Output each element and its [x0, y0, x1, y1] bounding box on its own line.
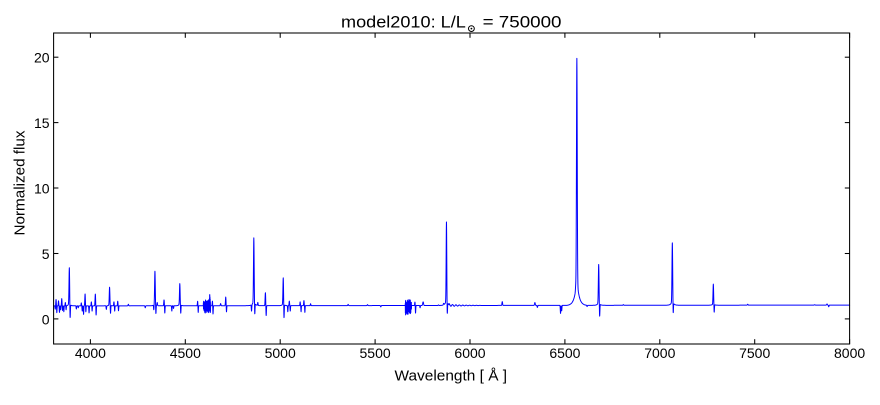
svg-text:Normalized flux: Normalized flux — [13, 130, 29, 236]
svg-text:6000: 6000 — [454, 345, 485, 361]
svg-text:0: 0 — [42, 311, 50, 327]
svg-text:Wavelength [ Å ]: Wavelength [ Å ] — [395, 368, 508, 385]
svg-text:4000: 4000 — [75, 345, 106, 361]
svg-text:7000: 7000 — [644, 345, 675, 361]
svg-text:15: 15 — [34, 115, 50, 131]
svg-text:4500: 4500 — [170, 345, 201, 361]
svg-text:6500: 6500 — [549, 345, 580, 361]
svg-text:model2010: L/L: model2010: L/L — [341, 14, 466, 32]
svg-text:5: 5 — [42, 246, 50, 262]
svg-text:= 750000: = 750000 — [483, 14, 562, 32]
svg-text:8000: 8000 — [834, 345, 865, 361]
svg-text:5500: 5500 — [360, 345, 391, 361]
svg-text:5000: 5000 — [265, 345, 296, 361]
svg-text:10: 10 — [34, 181, 50, 197]
svg-text:7500: 7500 — [739, 345, 770, 361]
svg-text:20: 20 — [34, 50, 50, 66]
